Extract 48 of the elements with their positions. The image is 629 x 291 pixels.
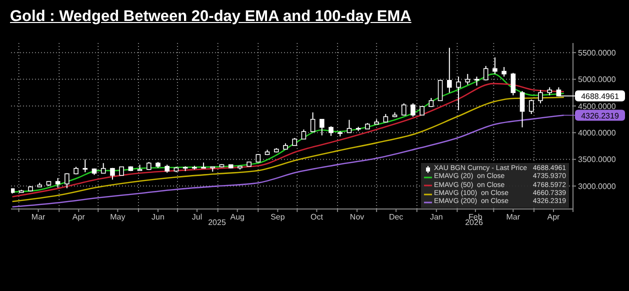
y-tick-label: 4500.0000: [578, 102, 616, 111]
candlestick: [401, 102, 406, 116]
candlestick: [328, 126, 334, 136]
annotation: 4326.2319: [581, 111, 620, 120]
x-tick-label: Mar: [31, 212, 46, 222]
candlestick: [438, 79, 443, 102]
candlestick: [447, 47, 452, 94]
x-tick-label: Nov: [350, 212, 364, 222]
candlestick: [64, 172, 70, 189]
candlestick: [465, 73, 470, 86]
candlestick: [456, 76, 461, 111]
candlestick: [483, 65, 488, 81]
candlestick: [502, 66, 506, 78]
candlestick: [410, 102, 416, 118]
x-tick-label: Dec: [388, 212, 404, 222]
candlestick: [310, 112, 316, 133]
y-tick-label: 3000.0000: [578, 182, 616, 191]
annotation: 4688.4961: [581, 92, 620, 101]
candlestick: [474, 76, 480, 86]
y-tick-label: 5000.0000: [578, 75, 616, 84]
y-tick-label: 3500.0000: [578, 155, 616, 164]
candlestick: [55, 178, 60, 188]
candlestick: [492, 56, 498, 74]
candlestick: [100, 162, 106, 174]
candlestick: [301, 128, 306, 140]
x-tick-label: Oct: [310, 212, 324, 222]
x-tick-label: Apr: [547, 212, 560, 222]
x-tick-label: Jan: [430, 212, 443, 222]
x-tick-label: Apr: [72, 212, 86, 222]
x-tick-label: Jun: [152, 212, 164, 222]
candlestick: [346, 119, 352, 134]
text: 2026: [464, 218, 484, 227]
y-tick-label: 4000.0000: [578, 128, 616, 138]
candlestick: [538, 89, 543, 104]
candlestick: [520, 90, 525, 128]
x-tick-label: Jul: [192, 212, 202, 222]
x-tick-label: Sep: [270, 212, 286, 222]
y-tick-label: 5500.0000: [578, 48, 616, 58]
text: 2025: [207, 218, 227, 227]
chart-title: Gold : Wedged Between 20-day EMA and 100-day EMA: [10, 8, 412, 26]
x-tick-label: Mar: [506, 212, 520, 222]
x-tick-label: May: [110, 212, 126, 222]
candlestick: [82, 158, 88, 173]
line-series: [12, 96, 565, 202]
candlestick: [510, 72, 516, 96]
candlestick: [528, 99, 534, 114]
x-tick-label: Aug: [230, 212, 244, 222]
candlestick: [320, 118, 324, 136]
